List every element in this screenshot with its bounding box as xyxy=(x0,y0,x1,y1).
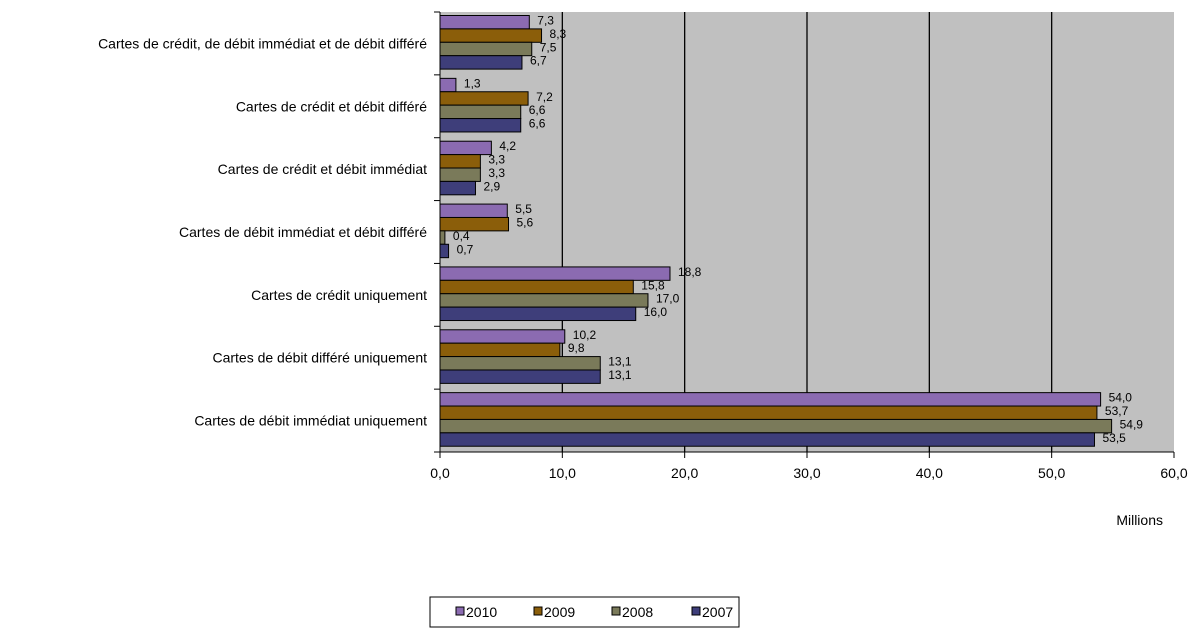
data-label: 6,6 xyxy=(529,103,546,117)
x-tick-label: 20,0 xyxy=(671,465,698,481)
bar-2008 xyxy=(439,293,649,308)
category-label: Cartes de débit immédiat uniquement xyxy=(194,413,427,429)
x-tick-label: 30,0 xyxy=(793,465,820,481)
bar-2007 xyxy=(439,432,1095,447)
legend-swatch-2009 xyxy=(533,606,543,616)
legend-label-2007: 2007 xyxy=(702,604,733,620)
x-tick-label: 10,0 xyxy=(549,465,576,481)
bar-2009 xyxy=(439,28,543,43)
category-label: Cartes de crédit et débit différé xyxy=(236,98,427,114)
bar-2008 xyxy=(439,418,1113,434)
data-label: 13,1 xyxy=(608,368,632,382)
data-label: 0,7 xyxy=(457,242,474,256)
data-label: 1,3 xyxy=(464,76,481,90)
bar-2009 xyxy=(439,216,510,232)
bar-2007 xyxy=(439,55,523,70)
data-label: 7,5 xyxy=(540,40,557,54)
bar-2007 xyxy=(439,118,522,133)
bar-2008 xyxy=(439,230,446,245)
category-label: Cartes de crédit uniquement xyxy=(251,287,427,303)
category-labels: Cartes de crédit, de débit immédiat et d… xyxy=(98,35,427,428)
data-label: 4,2 xyxy=(499,139,516,153)
category-label: Cartes de débit différé uniquement xyxy=(212,350,427,366)
bar-2010 xyxy=(439,77,457,93)
x-axis-ticks: 0,0 10,0 20,0 30,0 40,0 50,0 60,0 xyxy=(430,452,1188,481)
legend: 2010 2009 2008 2007 xyxy=(429,596,740,628)
bar-2008 xyxy=(439,104,522,120)
data-label: 54,9 xyxy=(1120,417,1144,431)
bar-2010 xyxy=(439,392,1102,407)
legend-label-2009: 2009 xyxy=(544,604,575,620)
bars xyxy=(439,15,1113,447)
category-label: Cartes de crédit, de débit immédiat et d… xyxy=(98,35,427,51)
legend-swatch-2007 xyxy=(691,606,701,616)
data-label: 10,2 xyxy=(573,328,597,342)
data-labels: 7,38,37,56,71,37,26,66,64,23,33,32,95,55… xyxy=(453,14,1143,445)
data-label: 2,9 xyxy=(483,179,500,193)
bar-2007 xyxy=(439,306,637,322)
bar-2008 xyxy=(439,41,533,57)
data-label: 54,0 xyxy=(1109,391,1133,405)
data-label: 9,8 xyxy=(568,341,585,355)
category-label: Cartes de crédit et débit immédiat xyxy=(218,161,427,177)
data-label: 53,5 xyxy=(1102,431,1126,445)
data-label: 7,2 xyxy=(536,90,553,104)
bar-2010 xyxy=(439,15,530,30)
bar-2007 xyxy=(439,369,601,384)
bar-2008 xyxy=(439,167,481,182)
legend-swatch-2008 xyxy=(611,606,621,616)
data-label: 18,8 xyxy=(678,265,702,279)
x-tick-label: 0,0 xyxy=(430,465,450,481)
data-label: 7,3 xyxy=(537,14,554,28)
bar-2010 xyxy=(439,266,671,281)
bar-2010 xyxy=(439,140,492,156)
data-label: 5,5 xyxy=(515,202,532,216)
bar-2009 xyxy=(439,342,561,358)
bar-2009 xyxy=(439,405,1098,420)
data-label: 3,3 xyxy=(488,166,505,180)
legend-box xyxy=(429,596,740,628)
data-label: 6,7 xyxy=(530,54,547,68)
legend-label-2008: 2008 xyxy=(622,604,653,620)
category-label: Cartes de débit immédiat et débit différ… xyxy=(179,224,427,240)
legend-label-2010: 2010 xyxy=(466,604,497,620)
bar-2010 xyxy=(439,329,566,344)
x-tick-label: 40,0 xyxy=(916,465,943,481)
data-label: 17,0 xyxy=(656,292,680,306)
x-axis-unit-label: Millions xyxy=(1116,512,1163,528)
data-label: 53,7 xyxy=(1105,404,1129,418)
bar-2008 xyxy=(439,356,601,371)
data-label: 3,3 xyxy=(488,153,505,167)
data-label: 16,0 xyxy=(644,305,668,319)
bar-2009 xyxy=(439,279,634,295)
legend-swatch-2010 xyxy=(455,606,465,616)
data-label: 15,8 xyxy=(641,278,665,292)
data-label: 6,6 xyxy=(529,117,546,131)
x-tick-label: 50,0 xyxy=(1038,465,1065,481)
data-label: 5,6 xyxy=(517,215,534,229)
x-tick-label: 60,0 xyxy=(1160,465,1187,481)
data-label: 13,1 xyxy=(608,355,632,369)
bar-2009 xyxy=(439,91,529,106)
bar-2007 xyxy=(439,180,476,196)
data-label: 8,3 xyxy=(550,27,567,41)
bar-2009 xyxy=(439,154,481,169)
bar-2010 xyxy=(439,203,508,218)
bar-2007 xyxy=(439,243,450,259)
data-label: 0,4 xyxy=(453,229,470,243)
